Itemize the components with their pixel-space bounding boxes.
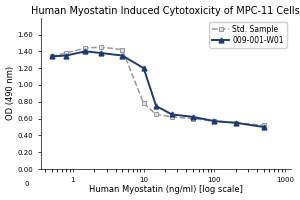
009-001-W01 [213,120,216,122]
009-001-W01 [84,50,87,53]
009-001-W01 [191,116,195,118]
Std. Sample [64,52,68,54]
Std. Sample [99,46,103,48]
Std. Sample [50,55,53,58]
Text: 0: 0 [25,181,29,187]
009-001-W01 [121,54,124,57]
Std. Sample [154,113,158,116]
Std. Sample [191,117,195,120]
009-001-W01 [64,54,68,57]
Std. Sample [234,122,237,124]
Std. Sample [262,124,266,127]
Legend: Std. Sample, 009-001-W01: Std. Sample, 009-001-W01 [209,22,287,48]
009-001-W01 [154,105,158,107]
009-001-W01 [262,126,266,128]
X-axis label: Human Myostatin (ng/ml) [log scale]: Human Myostatin (ng/ml) [log scale] [89,185,243,194]
Y-axis label: OD (490 nm): OD (490 nm) [6,66,15,120]
009-001-W01 [99,52,103,54]
Std. Sample [213,120,216,122]
Std. Sample [170,116,174,118]
009-001-W01 [234,122,237,124]
Std. Sample [142,102,146,105]
Std. Sample [121,48,124,51]
Line: Std. Sample: Std. Sample [50,45,266,127]
009-001-W01 [142,67,146,69]
Std. Sample [84,47,87,49]
Line: 009-001-W01: 009-001-W01 [49,49,266,129]
009-001-W01 [170,113,174,116]
Title: Human Myostatin Induced Cytotoxicity of MPC-11 Cells: Human Myostatin Induced Cytotoxicity of … [31,6,300,16]
009-001-W01 [50,55,53,58]
